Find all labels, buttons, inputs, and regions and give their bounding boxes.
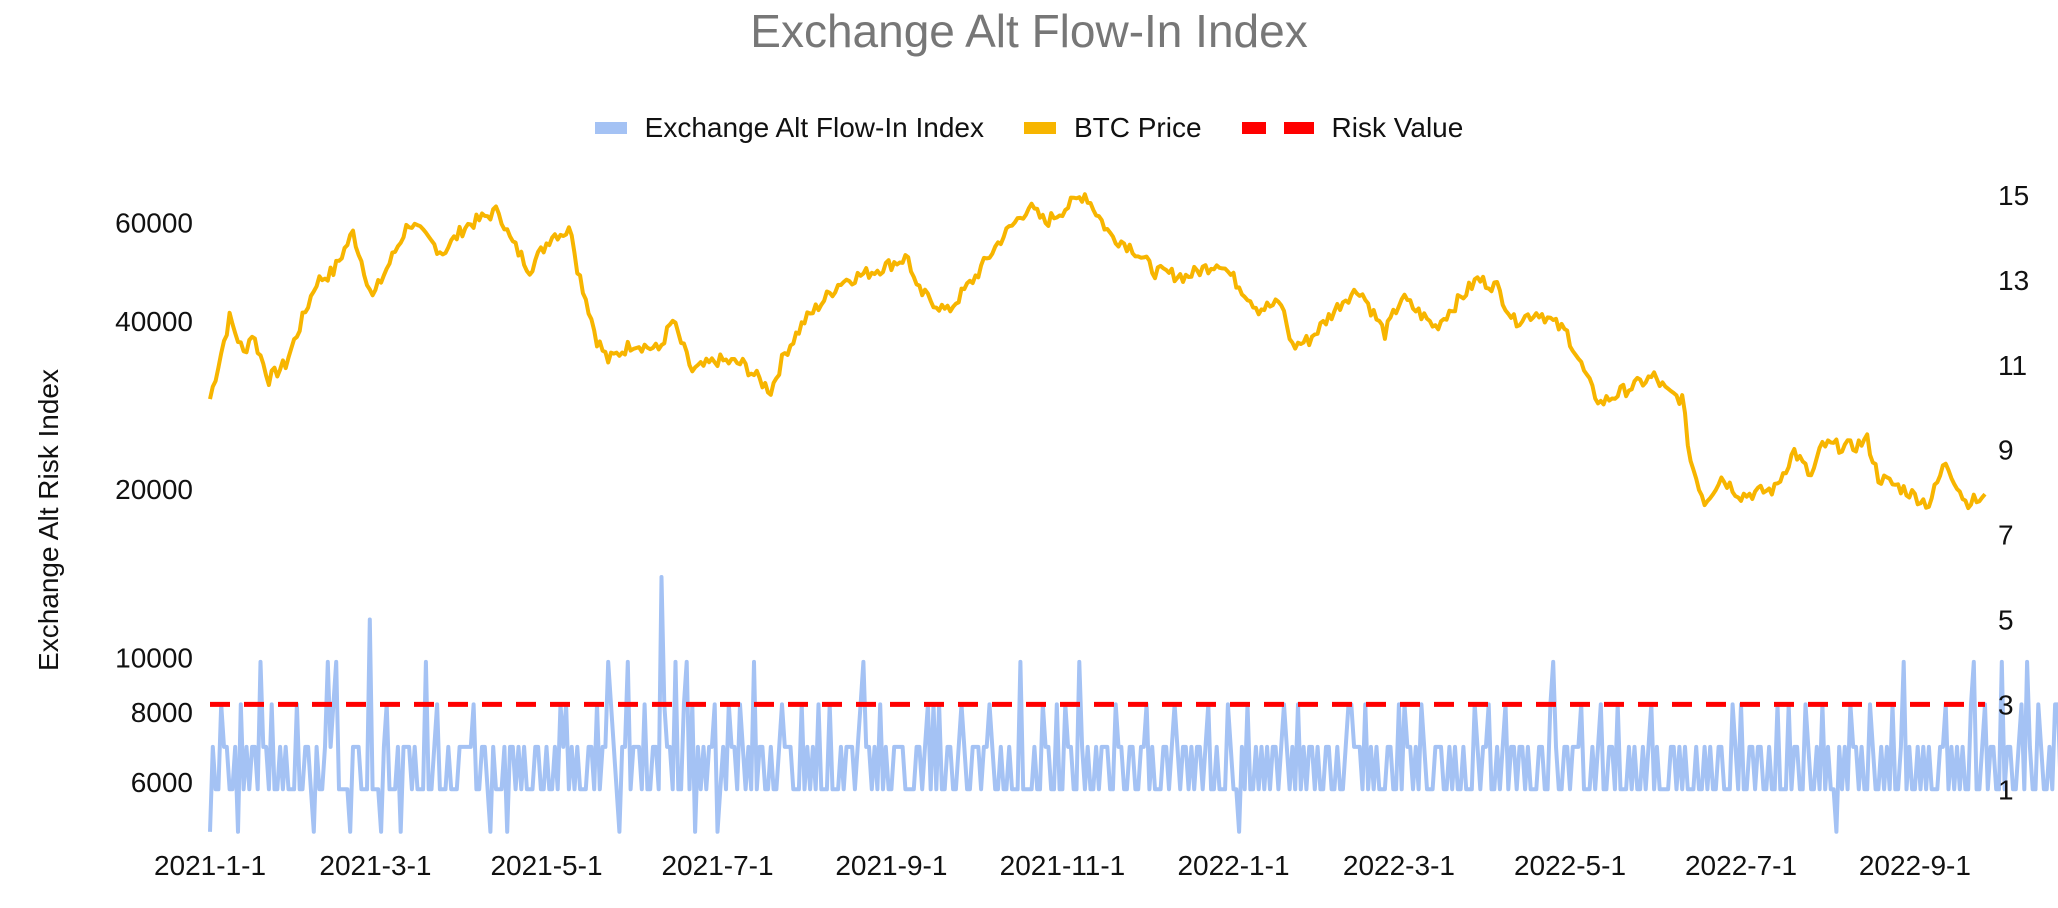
y-axis-label: Exchange Alt Risk Index: [33, 369, 64, 671]
x-tick-label: 2021-5-1: [490, 850, 602, 881]
x-tick-label: 2021-9-1: [835, 850, 947, 881]
x-tick-label: 2021-1-1: [154, 850, 266, 881]
legend-entry-risk-value[interactable]: Risk Value: [1241, 112, 1464, 144]
left-tick-label: 8000: [131, 697, 193, 728]
left-tick-label: 60000: [115, 207, 193, 238]
right-tick-label: 1: [1998, 774, 2014, 805]
legend-swatch-btc-price: [1023, 122, 1056, 134]
x-tick-label: 2021-7-1: [661, 850, 773, 881]
x-tick-label: 2022-9-1: [1859, 850, 1971, 881]
legend-label-btc-price: BTC Price: [1073, 112, 1202, 143]
x-tick-label: 2021-11-1: [1000, 850, 1126, 881]
x-tick-label: 2022-3-1: [1343, 850, 1455, 881]
right-tick-label: 3: [1998, 689, 2014, 720]
legend-label-flow-in: Exchange Alt Flow-In Index: [644, 112, 984, 143]
left-tick-label: 10000: [115, 643, 193, 674]
series-line-flow-in-index: [208, 575, 2058, 834]
legend-entry-btc-price[interactable]: BTC Price: [1023, 112, 1202, 144]
right-tick-label: 13: [1998, 265, 2029, 296]
right-tick-label: 9: [1998, 435, 2014, 466]
x-tick-label: 2021-3-1: [319, 850, 431, 881]
series-line-btc-price: [208, 192, 1987, 511]
legend-label-risk-value: Risk Value: [1331, 112, 1464, 143]
legend: Exchange Alt Flow-In Index BTC Price Ris…: [0, 112, 2058, 144]
right-tick-label: 5: [1998, 604, 2014, 635]
x-axis: 2021-1-1 2021-3-1 2021-5-1 2021-7-1 2021-9-1…: [154, 850, 1971, 881]
x-tick-label: 2022-1-1: [1177, 850, 1289, 881]
right-tick-label: 7: [1998, 520, 2014, 551]
right-tick-label: 11: [1998, 350, 2027, 381]
right-tick-label: 15: [1998, 180, 2029, 211]
legend-swatch-flow-in: [594, 122, 627, 134]
x-tick-label: 2022-5-1: [1514, 850, 1626, 881]
left-axis: 6000 8000 10000 20000 40000 60000: [115, 207, 193, 797]
chart-title: Exchange Alt Flow-In Index: [750, 5, 1308, 57]
left-tick-label: 20000: [115, 474, 193, 505]
plot-area: [208, 192, 2058, 834]
legend-entry-flow-in[interactable]: Exchange Alt Flow-In Index: [594, 112, 984, 144]
legend-swatch-risk-value: [1241, 122, 1314, 134]
left-tick-label: 6000: [131, 767, 193, 798]
left-tick-label: 40000: [115, 306, 193, 337]
x-tick-label: 2022-7-1: [1685, 850, 1797, 881]
